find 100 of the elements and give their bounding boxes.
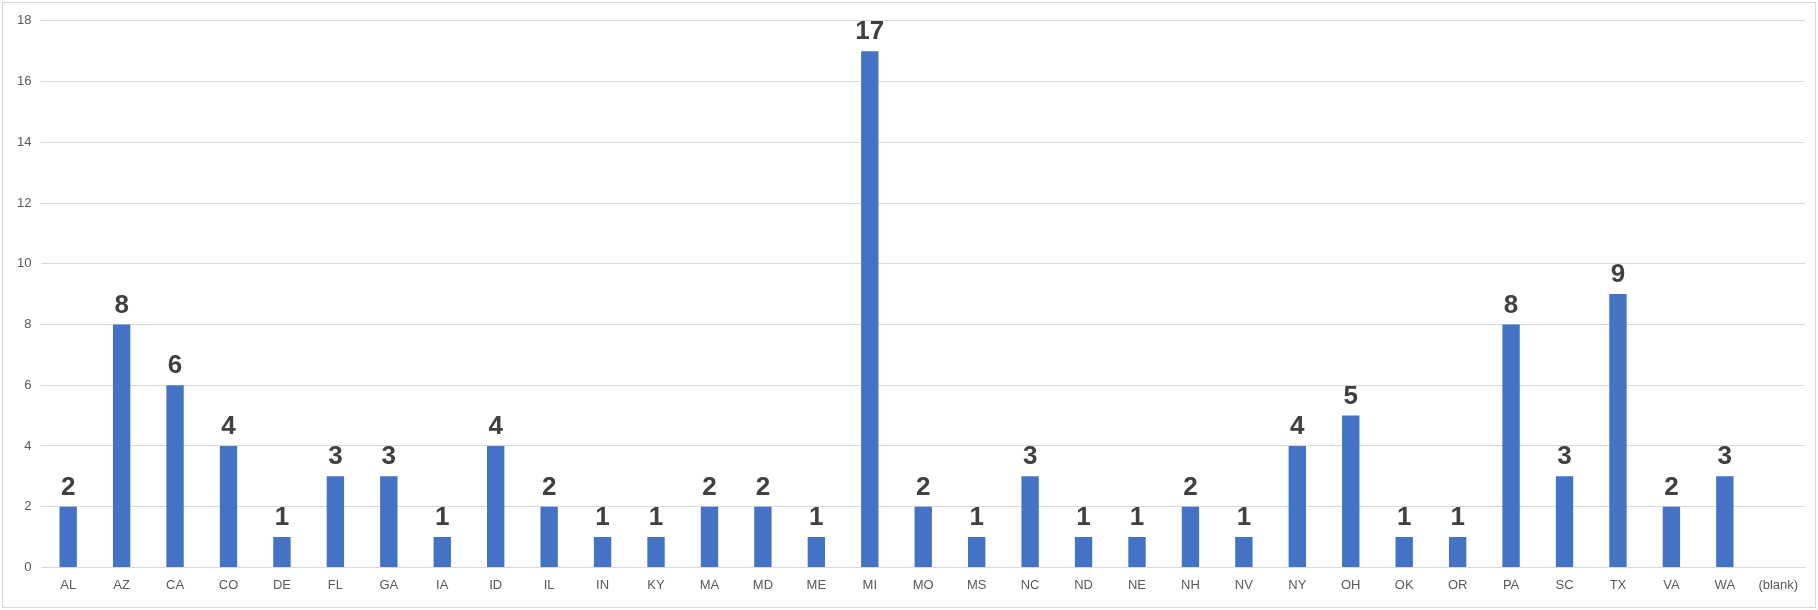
x-tick-label: MS bbox=[966, 576, 987, 592]
data-label: 2 bbox=[60, 470, 76, 501]
data-label: 1 bbox=[809, 501, 824, 532]
x-tick-label: AZ bbox=[113, 576, 130, 592]
data-label: 3 bbox=[1717, 440, 1733, 471]
bar bbox=[540, 506, 558, 567]
x-tick-label: MA bbox=[699, 576, 720, 592]
x-tick-label: NH bbox=[1181, 576, 1200, 592]
bar bbox=[861, 51, 879, 567]
bar bbox=[1448, 537, 1467, 567]
y-tick-label: 2 bbox=[24, 498, 32, 514]
bar bbox=[1288, 445, 1306, 567]
data-label: 2 bbox=[755, 470, 771, 501]
x-tick-label: ND bbox=[1074, 576, 1093, 592]
data-label: 1 bbox=[1236, 501, 1252, 532]
y-tick-label: 6 bbox=[24, 376, 32, 392]
x-tick-label: DE bbox=[272, 576, 292, 592]
bar bbox=[380, 476, 398, 567]
data-label: 1 bbox=[435, 501, 450, 532]
bar bbox=[433, 537, 451, 567]
x-tick-label: NE bbox=[1127, 576, 1147, 592]
data-label: 4 bbox=[488, 410, 504, 441]
data-label: 17 bbox=[855, 15, 885, 46]
y-tick-label: 16 bbox=[16, 73, 32, 89]
x-tick-label: GA bbox=[379, 576, 399, 592]
data-label: 1 bbox=[1396, 501, 1412, 532]
bar bbox=[1342, 415, 1360, 567]
x-tick-label: TX bbox=[1609, 576, 1627, 592]
x-tick-label: FL bbox=[327, 576, 343, 592]
x-tick-label: NV bbox=[1234, 576, 1254, 592]
bar bbox=[59, 506, 77, 567]
bar bbox=[112, 324, 131, 567]
data-label: 8 bbox=[114, 288, 129, 319]
bar bbox=[1609, 294, 1627, 567]
bar bbox=[754, 506, 772, 567]
data-label: 1 bbox=[969, 501, 984, 532]
x-tick-label: MD bbox=[752, 576, 774, 592]
bar bbox=[807, 537, 826, 567]
data-label: 2 bbox=[916, 470, 931, 501]
x-tick-label: IA bbox=[436, 576, 449, 592]
x-tick-label: PA bbox=[1502, 576, 1520, 592]
x-tick-label: ID bbox=[489, 576, 503, 592]
data-label: 4 bbox=[221, 410, 237, 441]
data-label: 2 bbox=[1664, 470, 1679, 501]
data-label: 1 bbox=[1450, 501, 1465, 532]
bar bbox=[1074, 537, 1093, 567]
bar bbox=[1128, 537, 1146, 567]
x-tick-label: OK bbox=[1394, 576, 1414, 592]
data-label: 1 bbox=[1076, 501, 1091, 532]
data-label: 2 bbox=[541, 470, 557, 501]
bar bbox=[914, 506, 932, 567]
bar bbox=[326, 476, 345, 567]
x-tick-label: KY bbox=[647, 576, 666, 592]
y-tick-label: 4 bbox=[24, 437, 32, 453]
data-label: 5 bbox=[1343, 379, 1358, 410]
x-tick-label: AL bbox=[60, 576, 77, 592]
bar bbox=[1395, 537, 1413, 567]
x-tick-label: IL bbox=[543, 576, 555, 592]
bar bbox=[273, 537, 291, 567]
bar bbox=[1181, 506, 1200, 567]
data-label: 1 bbox=[595, 501, 610, 532]
bar bbox=[1021, 476, 1039, 567]
bar bbox=[166, 385, 184, 567]
x-tick-label: NC bbox=[1020, 576, 1040, 592]
x-tick-label: OR bbox=[1447, 576, 1468, 592]
bar bbox=[1716, 476, 1734, 567]
y-tick-label: 18 bbox=[16, 12, 32, 28]
x-tick-label: ME bbox=[806, 576, 827, 592]
data-label: 1 bbox=[274, 501, 290, 532]
x-tick-label: MO bbox=[912, 576, 934, 592]
data-label: 6 bbox=[167, 349, 183, 380]
data-label: 2 bbox=[702, 470, 717, 501]
bar bbox=[1555, 476, 1574, 567]
x-tick-label: CO bbox=[218, 576, 239, 592]
x-tick-label: (blank) bbox=[1758, 576, 1799, 592]
y-tick-label: 14 bbox=[16, 133, 32, 149]
data-label: 3 bbox=[381, 440, 397, 471]
data-label: 1 bbox=[1129, 501, 1145, 532]
bar bbox=[219, 445, 238, 567]
data-label: 3 bbox=[328, 440, 343, 471]
bar bbox=[700, 506, 719, 567]
data-label: 2 bbox=[1183, 470, 1198, 501]
bar bbox=[487, 445, 505, 567]
bar bbox=[593, 537, 612, 567]
bar bbox=[1235, 537, 1253, 567]
x-tick-label: CA bbox=[166, 576, 185, 592]
data-label: 4 bbox=[1290, 410, 1306, 441]
y-tick-label: 8 bbox=[24, 316, 32, 332]
data-label: 8 bbox=[1503, 288, 1519, 319]
x-tick-label: OH bbox=[1341, 576, 1361, 592]
x-tick-label: IN bbox=[596, 576, 610, 592]
x-tick-label: SC bbox=[1555, 576, 1574, 592]
x-tick-label: WA bbox=[1714, 576, 1736, 592]
data-label: 1 bbox=[648, 501, 664, 532]
bar bbox=[647, 537, 665, 567]
x-tick-label: MI bbox=[862, 576, 878, 592]
y-tick-label: 12 bbox=[16, 194, 32, 210]
data-label: 3 bbox=[1022, 440, 1038, 471]
bar bbox=[1662, 506, 1681, 567]
bar bbox=[967, 537, 986, 567]
